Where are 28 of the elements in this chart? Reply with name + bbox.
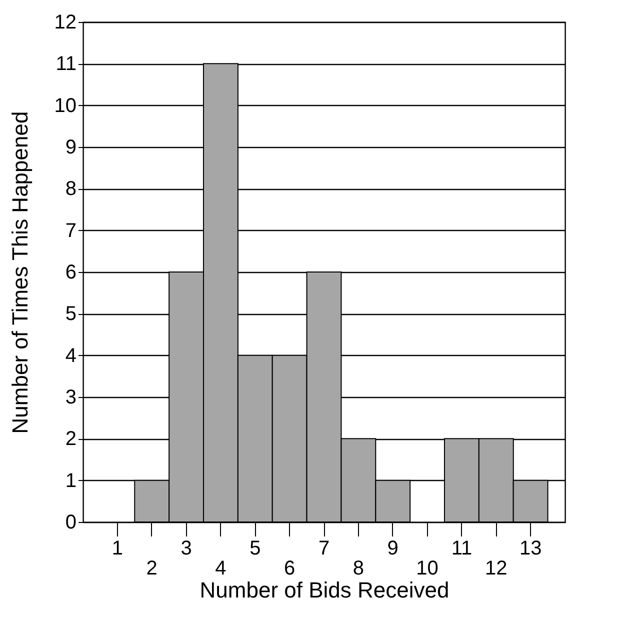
x-tick-label: 6 bbox=[284, 558, 296, 580]
y-tick-label: 3 bbox=[65, 386, 76, 408]
y-tick-label: 10 bbox=[54, 94, 76, 117]
y-tick-label: 9 bbox=[65, 136, 76, 158]
x-tick-label: 2 bbox=[146, 558, 158, 580]
x-tick-label: 4 bbox=[215, 558, 226, 580]
x-tick-label: 12 bbox=[485, 558, 508, 580]
x-tick-label: 7 bbox=[318, 538, 330, 560]
x-tick-label: 9 bbox=[387, 538, 398, 560]
y-tick-label: 6 bbox=[65, 262, 76, 284]
x-tick-label: 13 bbox=[519, 538, 542, 560]
x-tick-label: 3 bbox=[180, 538, 192, 560]
y-tick-label: 2 bbox=[65, 428, 76, 450]
y-tick-label: 4 bbox=[65, 344, 76, 367]
y-tick-label: 12 bbox=[54, 12, 76, 34]
x-tick-label: 5 bbox=[250, 538, 261, 560]
x-tick-label: 1 bbox=[112, 538, 123, 560]
y-axis-title: Number of Times This Happened bbox=[7, 111, 32, 434]
y-tick-label: 8 bbox=[65, 178, 76, 200]
y-tick-label: 0 bbox=[65, 512, 76, 534]
x-tick-label: 11 bbox=[451, 538, 472, 560]
y-tick-label: 1 bbox=[65, 470, 76, 492]
x-tick-label: 8 bbox=[352, 558, 364, 580]
y-tick-label: 7 bbox=[65, 220, 76, 242]
y-tick-label: 5 bbox=[65, 303, 76, 326]
x-tick-label: 10 bbox=[416, 558, 438, 580]
x-axis-title: Number of Bids Received bbox=[200, 578, 450, 602]
y-tick-label: 11 bbox=[56, 53, 76, 76]
